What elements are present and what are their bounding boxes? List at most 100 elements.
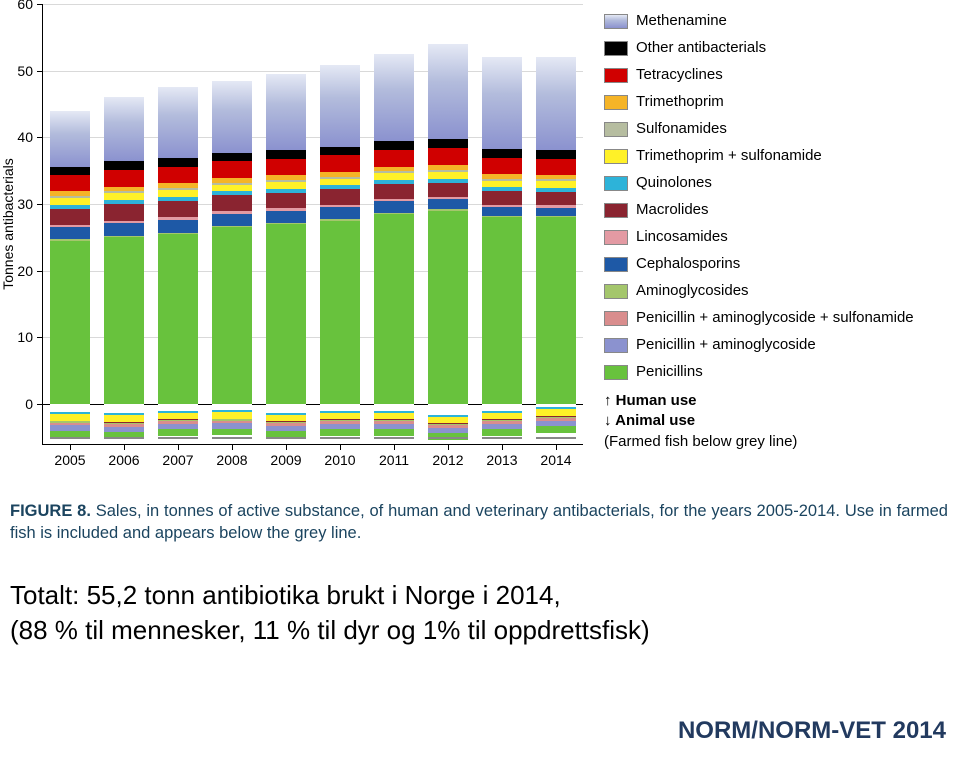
legend-item: Cephalosporins <box>604 255 944 273</box>
figure-caption-text: Sales, in tonnes of active substance, of… <box>10 502 948 542</box>
bar-seg-macrolides <box>212 195 253 211</box>
legend-label: Penicillins <box>636 363 703 381</box>
x-tick-label: 2012 <box>432 444 463 468</box>
bar-2012 <box>428 4 469 444</box>
bar-seg-penicillins <box>482 217 523 404</box>
bar-seg-aminoglycosides <box>536 216 577 217</box>
bar-seg-trimethoprim <box>374 167 415 172</box>
bar-seg-quinolones <box>320 185 361 189</box>
legend-label: Aminoglycosides <box>636 282 749 300</box>
legend-swatch <box>604 203 628 218</box>
bar-seg-quinolones <box>428 179 469 183</box>
bar-seg-aminoglycosides <box>50 239 91 240</box>
bar-seg-sulfonamides <box>482 179 523 181</box>
legend-swatch <box>604 230 628 245</box>
bar-seg-macrolides <box>266 193 307 208</box>
bar-seg-sulfonamides <box>536 179 577 181</box>
y-tick-label: 40 <box>17 129 43 145</box>
bar-seg-quinolones <box>374 180 415 184</box>
bar-seg-cephalosporins <box>158 220 199 233</box>
x-tick-label: 2013 <box>486 444 517 468</box>
grey-line <box>266 437 307 439</box>
bar-seg-trim_sulf <box>266 182 307 189</box>
legend-swatch <box>604 365 628 380</box>
legend-item: Aminoglycosides <box>604 282 944 300</box>
bar-seg-lincosamides <box>50 225 91 228</box>
bar-seg-aminoglycosides <box>104 236 145 237</box>
bar-seg-an_pen <box>374 429 415 436</box>
bar-seg-other <box>536 150 577 159</box>
bar-seg-other <box>482 149 523 158</box>
bar-seg-an_pen <box>536 426 577 433</box>
legend-label: Sulfonamides <box>636 120 727 138</box>
bar-seg-sulfonamides <box>374 171 415 173</box>
bar-seg-aminoglycosides <box>158 233 199 234</box>
legend-label: Quinolones <box>636 174 712 192</box>
legend-item: Methenamine <box>604 12 944 30</box>
legend-swatch <box>604 176 628 191</box>
bar-seg-cephalosporins <box>212 214 253 226</box>
bar-seg-penicillins <box>50 241 91 404</box>
bar-seg-trim_sulf <box>50 198 91 205</box>
bar-seg-trim_sulf <box>212 185 253 192</box>
bar-seg-lincosamides <box>536 205 577 208</box>
bar-seg-trimethoprim <box>320 172 361 177</box>
legend-item: Trimethoprim <box>604 93 944 111</box>
legend-label: Penicillin + aminoglycoside <box>636 336 816 354</box>
bar-seg-macrolides <box>374 184 415 199</box>
bar-seg-an_fish <box>428 404 469 415</box>
bar-seg-penicillins <box>212 227 253 404</box>
y-tick-label: 60 <box>17 0 43 12</box>
legend-label: Lincosamides <box>636 228 728 246</box>
grey-line <box>104 437 145 439</box>
bar-seg-quinolones <box>104 200 145 204</box>
x-tick-label: 2009 <box>270 444 301 468</box>
bar-seg-other <box>266 150 307 159</box>
bar-seg-sulfonamides <box>50 196 91 198</box>
legend-label: Trimethoprim + sulfonamide <box>636 147 822 165</box>
bar-seg-other <box>374 141 415 150</box>
summary-line-1: Totalt: 55,2 tonn antibiotika brukt i No… <box>10 578 710 613</box>
bar-seg-quinolones <box>536 188 577 192</box>
bar-seg-trim_sulf <box>158 190 199 197</box>
bar-seg-other <box>212 153 253 162</box>
bar-seg-an_trimsulf <box>266 415 307 422</box>
y-tick-label: 20 <box>17 263 43 279</box>
legend-label: Other antibacterials <box>636 39 766 57</box>
bar-seg-trimethoprim <box>158 183 199 188</box>
y-tick-label: 30 <box>17 196 43 212</box>
bar-seg-quinolones <box>50 205 91 209</box>
bar-seg-an_trimsulf <box>158 413 199 420</box>
legend-item: Tetracyclines <box>604 66 944 84</box>
bar-seg-penicillins <box>428 211 469 404</box>
bar-seg-tetracyclines <box>50 175 91 191</box>
bar-seg-aminoglycosides <box>374 213 415 214</box>
bar-seg-an_pen <box>320 429 361 436</box>
legend-note: ↑ Human use↓ Animal use(Farmed fish belo… <box>604 391 944 452</box>
chart-plot-area: Tonnes antibacterials 010203040506020052… <box>42 4 583 445</box>
bar-seg-cephalosporins <box>536 208 577 216</box>
bar-2005 <box>50 4 91 444</box>
bar-seg-penicillins <box>374 214 415 404</box>
bar-seg-cephalosporins <box>374 201 415 212</box>
legend-item: Penicillins <box>604 363 944 381</box>
bar-seg-sulfonamides <box>212 183 253 185</box>
bar-seg-tetracyclines <box>536 159 577 175</box>
bar-seg-lincosamides <box>158 217 199 220</box>
bar-seg-penicillins <box>320 221 361 404</box>
bar-2010 <box>320 4 361 444</box>
y-axis-title: Tonnes antibacterials <box>0 158 16 290</box>
bar-seg-an_trimsulf <box>428 417 469 424</box>
bar-seg-trim_sulf <box>374 173 415 180</box>
bar-seg-other <box>50 167 91 175</box>
bar-seg-cephalosporins <box>428 199 469 209</box>
figure-label: FIGURE 8. <box>10 502 91 520</box>
bar-seg-an_fish <box>104 404 145 413</box>
bar-seg-an_fish <box>374 404 415 411</box>
bar-seg-trimethoprim <box>50 191 91 196</box>
legend-swatch <box>604 95 628 110</box>
legend-item: Penicillin + aminoglycoside + sulfonamid… <box>604 309 944 327</box>
y-tick-label: 10 <box>17 329 43 345</box>
bar-seg-methenamine <box>266 74 307 150</box>
legend-swatch <box>604 68 628 83</box>
